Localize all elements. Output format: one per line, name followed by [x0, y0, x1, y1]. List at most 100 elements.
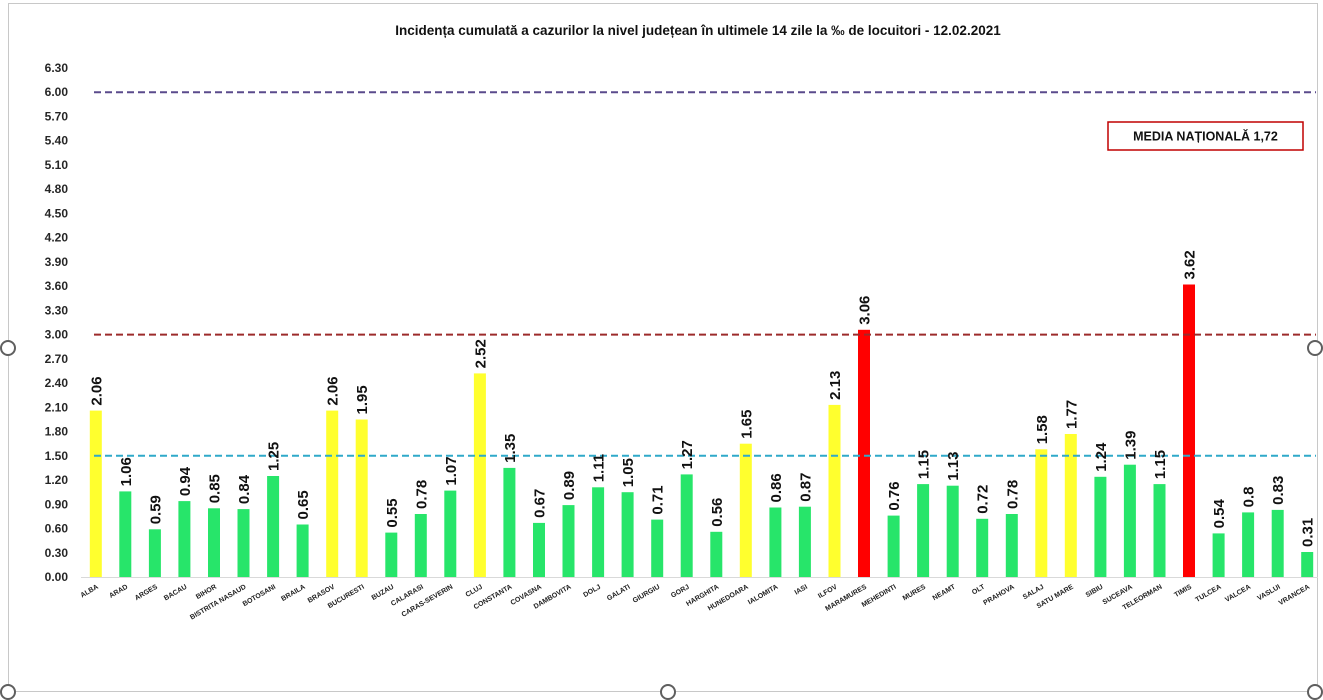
- value-label-arad: 1.06: [118, 457, 135, 486]
- value-label-buzau: 0.55: [384, 498, 401, 527]
- bar-tulcea: [1212, 533, 1225, 577]
- y-tick-label: 5.40: [45, 134, 69, 148]
- value-label-alba: 2.06: [88, 376, 105, 405]
- y-tick-label: 4.50: [45, 206, 69, 220]
- y-tick-label: 1.80: [45, 425, 69, 439]
- value-label-botosani: 1.25: [266, 442, 283, 471]
- data-labels: 2.06 1.06 0.59 0.94 0.85 0.84 1.25 0.65 2.06 1.95…: [88, 250, 1316, 547]
- value-label-ialomita: 0.86: [768, 473, 785, 502]
- bar-bacau: [178, 501, 191, 577]
- value-label-teleorman: 1.15: [1152, 450, 1169, 479]
- bar-arad: [119, 491, 132, 577]
- value-label-satu-mare: 1.77: [1063, 400, 1080, 429]
- bar-harghita: [710, 531, 723, 577]
- value-label-iasi: 0.87: [797, 472, 814, 501]
- y-tick-label: 5.70: [45, 110, 69, 124]
- bar-mures: [917, 484, 930, 577]
- bar-bistrita-nasaud: [237, 509, 250, 577]
- resize-handle-bottom[interactable]: [660, 684, 676, 700]
- value-label-gorj: 1.27: [679, 440, 696, 469]
- resize-handle-bottom-left[interactable]: [0, 684, 16, 700]
- bar-iasi: [798, 506, 811, 577]
- value-label-constanta: 1.35: [502, 434, 519, 463]
- resize-handle-right[interactable]: [1307, 340, 1323, 356]
- y-tick-label: 2.70: [45, 352, 69, 366]
- value-label-cluj: 2.52: [472, 339, 489, 368]
- bar-bihor: [208, 508, 220, 577]
- bar-cluj: [473, 373, 486, 577]
- y-axis: 0.00 0.30 0.60 0.90 1.20 1.50 1.80 2.10 2.40 2.70…: [45, 61, 69, 584]
- bar-prahova: [1005, 514, 1018, 577]
- value-label-salaj: 1.58: [1034, 415, 1051, 444]
- y-tick-label: 0.00: [45, 570, 69, 584]
- bar-alba: [89, 410, 102, 577]
- bar-neamt: [946, 485, 959, 577]
- value-label-brasov: 2.06: [325, 376, 342, 405]
- bar-constanta: [503, 467, 516, 577]
- bar-calarasi: [414, 514, 427, 577]
- bar-sibiu: [1094, 476, 1107, 577]
- value-label-braila: 0.65: [295, 490, 312, 519]
- value-label-caras-severin: 1.07: [443, 456, 460, 485]
- bar-olt: [976, 518, 989, 577]
- bar-salaj: [1035, 449, 1048, 577]
- value-label-arges: 0.59: [147, 495, 164, 524]
- selection-handles: [0, 340, 1323, 700]
- y-tick-label: 6.00: [45, 85, 69, 99]
- value-label-giurgiu: 0.71: [650, 485, 667, 514]
- bar-valcea: [1242, 512, 1255, 577]
- bar-botosani: [267, 476, 280, 577]
- y-tick-label: 2.40: [45, 376, 69, 390]
- resize-handle-bottom-right[interactable]: [1307, 684, 1323, 700]
- y-tick-label: 0.90: [45, 497, 69, 511]
- y-tick-label: 3.30: [45, 303, 69, 317]
- value-label-hunedoara: 1.65: [738, 409, 755, 438]
- national-average-label: MEDIA NAȚIONALĂ 1,72: [1133, 129, 1278, 144]
- y-tick-label: 1.50: [45, 449, 69, 463]
- value-label-dolj: 1.11: [591, 454, 608, 482]
- value-label-bistrita-nasaud: 0.84: [236, 474, 253, 504]
- chart-title: Incidența cumulată a cazurilor la nivel …: [395, 23, 1001, 38]
- value-label-neamt: 1.13: [945, 451, 962, 480]
- bar-ialomita: [769, 507, 782, 577]
- value-label-harghita: 0.56: [709, 498, 726, 527]
- bar-caras-severin: [444, 490, 457, 577]
- y-tick-label: 0.60: [45, 522, 69, 536]
- y-tick-label: 5.10: [45, 158, 69, 172]
- reference-lines: [94, 91, 1316, 457]
- value-label-prahova: 0.78: [1004, 480, 1021, 509]
- bar-braila: [296, 524, 309, 577]
- bar-ilfov: [828, 404, 841, 577]
- annotation-box: [1107, 121, 1304, 151]
- bar-vaslui: [1271, 509, 1284, 577]
- y-tick-label: 2.10: [45, 400, 69, 414]
- value-label-mures: 1.15: [916, 450, 933, 479]
- value-label-dambovita: 0.89: [561, 471, 578, 500]
- y-tick-label: 1.20: [45, 473, 69, 487]
- value-label-bucuresti: 1.95: [354, 385, 371, 414]
- y-tick-label: 0.30: [45, 546, 69, 560]
- bar-buzau: [385, 532, 398, 577]
- annotation: MEDIA NAȚIONALĂ 1,72: [1107, 121, 1304, 151]
- value-label-ilfov: 2.13: [827, 371, 844, 400]
- bar-hunedoara: [739, 443, 752, 577]
- value-label-mehedinti: 0.76: [886, 481, 903, 510]
- bar-covasna: [533, 522, 545, 577]
- value-label-sibiu: 1.24: [1093, 442, 1110, 472]
- bar-brasov: [326, 410, 339, 577]
- bar-suceava: [1123, 464, 1136, 577]
- bar-vrancea: [1301, 552, 1314, 577]
- value-label-olt: 0.72: [975, 485, 992, 514]
- bar-giurgiu: [651, 519, 664, 577]
- bar-satu-mare: [1064, 434, 1077, 577]
- resize-handle-left[interactable]: [0, 340, 16, 356]
- value-label-bacau: 0.94: [177, 466, 194, 496]
- y-tick-label: 4.20: [45, 231, 69, 245]
- bar-mehedinti: [887, 515, 900, 577]
- value-label-covasna: 0.67: [532, 489, 549, 518]
- value-label-galati: 1.05: [620, 458, 637, 487]
- y-tick-label: 6.30: [45, 61, 69, 75]
- bars: [89, 284, 1314, 577]
